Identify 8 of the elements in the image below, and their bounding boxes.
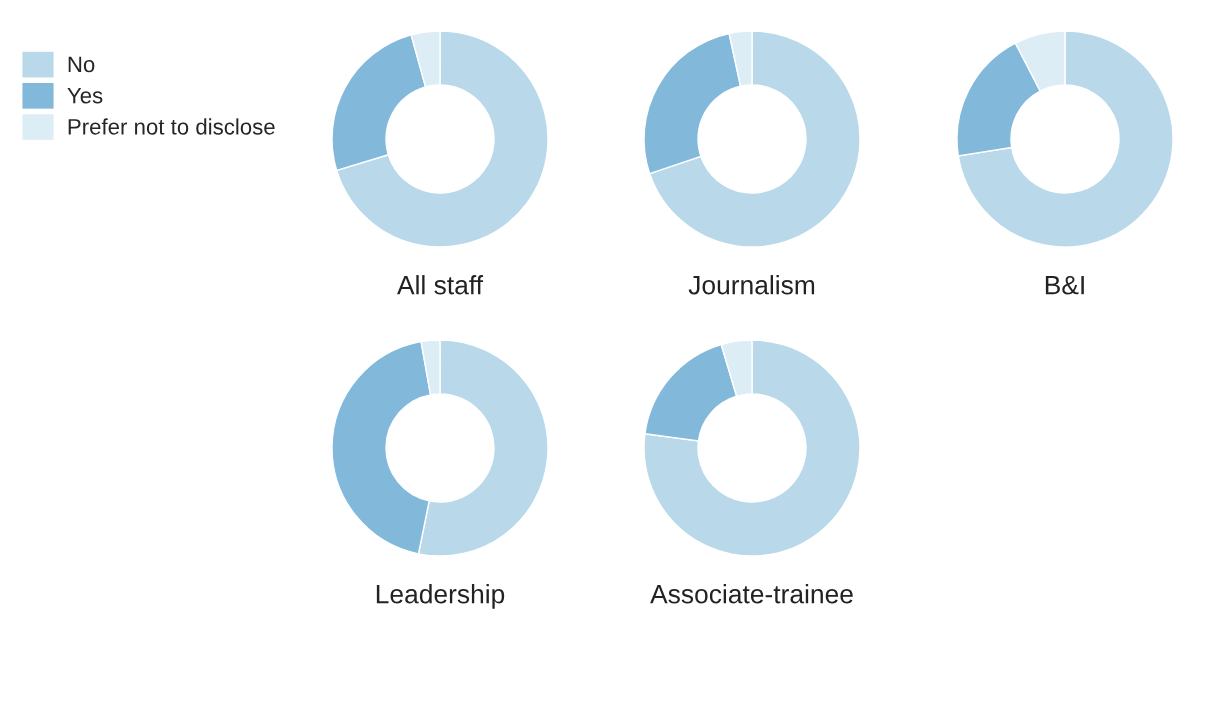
slice-label: B&I xyxy=(1045,275,1084,295)
slice-label: All staff xyxy=(397,275,484,295)
slice-label: Journalism xyxy=(688,275,815,295)
slice-label: Associate-trainee xyxy=(650,584,853,604)
legend-label: No xyxy=(68,56,95,73)
legend-label: Yes xyxy=(67,87,103,104)
slice-label: Leadership xyxy=(376,584,505,609)
legend-label: Prefer not to disclose xyxy=(68,118,275,135)
